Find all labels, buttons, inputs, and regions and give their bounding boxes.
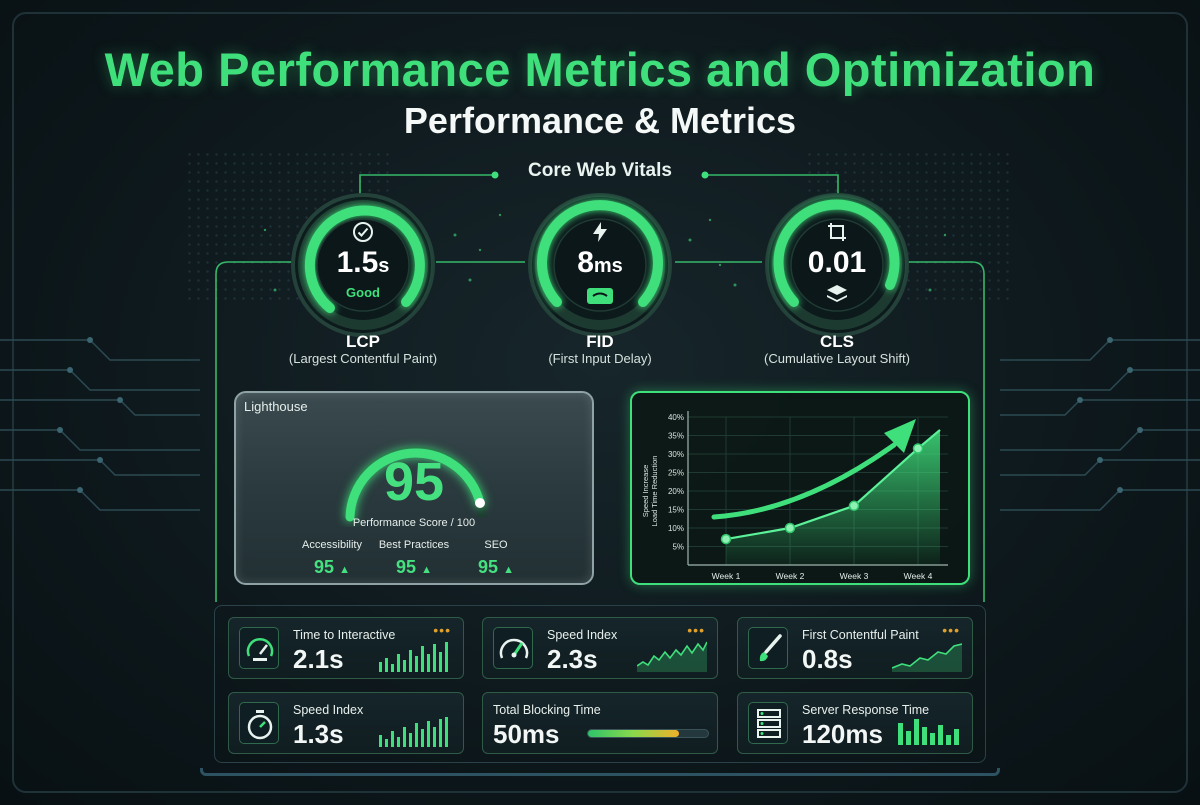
fid-name: FID	[586, 332, 614, 351]
server-icon	[748, 702, 788, 744]
metric-label: Total Blocking Time	[493, 703, 601, 717]
page-title: Web Performance Metrics and Optimization	[104, 43, 1096, 96]
stopwatch-icon	[239, 702, 279, 744]
y-axis-label: Speed Increase	[641, 465, 650, 518]
bar-sparkline	[898, 719, 959, 745]
data-point	[912, 443, 924, 454]
blocking-time-progress-fill	[588, 730, 680, 737]
lighthouse-panel[interactable]: Lighthouse 95 Performance Score / 100 Ac…	[234, 391, 594, 585]
lcp-gauge[interactable]: 1.5s Good	[288, 190, 438, 340]
fid-gauge-ring	[528, 193, 672, 337]
outer-frame	[12, 12, 1188, 793]
more-options-icon[interactable]: •••	[687, 622, 705, 638]
line-sparkline	[637, 641, 707, 672]
lighthouse-score: 95	[383, 452, 445, 512]
x-tick-label: Week 4	[904, 571, 933, 581]
y-tick-label: 35%	[668, 432, 684, 441]
lcp-gauge-ring	[291, 193, 435, 337]
fid-value: 8ms	[577, 246, 623, 279]
fid-description: (First Input Delay)	[548, 351, 652, 366]
metric-value: 1.3s	[293, 719, 344, 749]
data-point	[720, 533, 732, 545]
lcp-value: 1.5s	[336, 246, 390, 279]
circuit-left-decoration	[0, 337, 200, 511]
y-tick-label: 25%	[668, 469, 684, 478]
area-fill	[726, 429, 940, 565]
speedometer-icon	[239, 627, 279, 669]
cls-name: CLS	[820, 332, 854, 351]
lcp-status: Good	[346, 285, 380, 300]
y-tick-label: 10%	[668, 524, 684, 533]
seo-value: 95 ▲	[478, 557, 514, 577]
accessibility-value: 95 ▲	[314, 557, 350, 577]
fid-gauge[interactable]: 8ms	[525, 190, 675, 340]
y-tick-label: 5%	[672, 543, 684, 552]
lighthouse-score-label: Performance Score / 100	[352, 517, 476, 529]
trend-arrow-head	[884, 419, 916, 453]
x-tick-label: Week 1	[712, 571, 741, 581]
metric-card-speed-index[interactable]: Speed Index 2.3s •••	[482, 617, 718, 679]
circuit-right-decoration	[1000, 337, 1200, 511]
y-axis-label: Load Time Reduction	[650, 456, 659, 527]
metric-card-speed-index-2[interactable]: Speed Index 1.3s	[228, 692, 464, 754]
metric-value: 0.8s	[802, 644, 853, 674]
metric-value: 2.1s	[293, 644, 344, 674]
check-circle-icon	[353, 222, 373, 242]
metric-label: First Contentful Paint	[802, 628, 919, 642]
y-tick-label: 20%	[668, 487, 684, 496]
metric-card-time-to-interactive[interactable]: Time to Interactive 2.1s •••	[228, 617, 464, 679]
cls-gauge[interactable]: 0.01	[762, 190, 912, 340]
metric-card-first-contentful-paint[interactable]: First Contentful Paint 0.8s •••	[737, 617, 973, 679]
cls-gauge-ring	[765, 193, 909, 337]
paintbrush-icon	[748, 627, 788, 669]
bar-sparkline	[379, 717, 448, 747]
metrics-panel	[214, 605, 986, 763]
seo-label: SEO	[484, 539, 508, 551]
best-practices-label: Best Practices	[378, 539, 450, 551]
data-point	[784, 522, 796, 534]
gauge-icon	[493, 627, 533, 669]
core-web-vitals-label: Core Web Vitals	[528, 160, 672, 181]
x-tick-label: Week 2	[776, 571, 805, 581]
cls-description: (Cumulative Layout Shift)	[764, 351, 910, 366]
metric-label: Server Response Time	[802, 703, 930, 717]
x-tick-label: Week 3	[840, 571, 869, 581]
up-arrow-icon: ▲	[503, 564, 514, 576]
data-point	[848, 500, 860, 512]
lighthouse-label: Lighthouse	[244, 399, 308, 414]
y-tick-label: 40%	[668, 413, 684, 422]
lcp-name: LCP	[346, 332, 380, 351]
performance-chart-panel[interactable]: 5% 10% 15% 20% 25% 30% 35% 40% Week 1 Week 2 Week …	[630, 391, 970, 585]
metric-value: 50ms	[493, 719, 560, 749]
trend-arrow-line	[711, 442, 897, 520]
line-sparkline	[892, 643, 962, 672]
more-options-icon[interactable]: •••	[433, 622, 451, 638]
best-practices-value: 95 ▲	[396, 557, 432, 577]
metric-label: Speed Index	[293, 703, 364, 717]
metric-label: Time to Interactive	[293, 628, 396, 642]
bar-sparkline	[379, 642, 448, 672]
bottom-frame-bracket	[200, 768, 1000, 776]
crop-icon	[828, 223, 846, 241]
y-tick-label: 15%	[668, 506, 684, 515]
up-arrow-icon: ▲	[339, 564, 350, 576]
y-tick-label: 30%	[668, 450, 684, 459]
lcp-description: (Largest Contentful Paint)	[288, 351, 438, 366]
accessibility-label: Accessibility	[302, 539, 362, 551]
metric-card-total-blocking-time[interactable]: Total Blocking Time 50ms	[482, 692, 718, 754]
metric-value: 120ms	[802, 719, 883, 749]
metric-value: 2.3s	[547, 644, 598, 674]
more-options-icon[interactable]: •••	[942, 622, 960, 638]
blocking-time-progress-track	[587, 729, 709, 738]
metric-label: Speed Index	[547, 628, 618, 642]
up-arrow-icon: ▲	[421, 564, 432, 576]
cls-value: 0.01	[807, 246, 867, 279]
metric-card-server-response-time[interactable]: Server Response Time 120ms	[737, 692, 973, 754]
lighthouse-score-arc	[345, 446, 487, 522]
page-subtitle: Performance & Metrics	[403, 100, 797, 141]
performance-chart: 5% 10% 15% 20% 25% 30% 35% 40% Week 1 Week 2 Week …	[641, 411, 948, 581]
lightning-icon	[593, 222, 607, 242]
